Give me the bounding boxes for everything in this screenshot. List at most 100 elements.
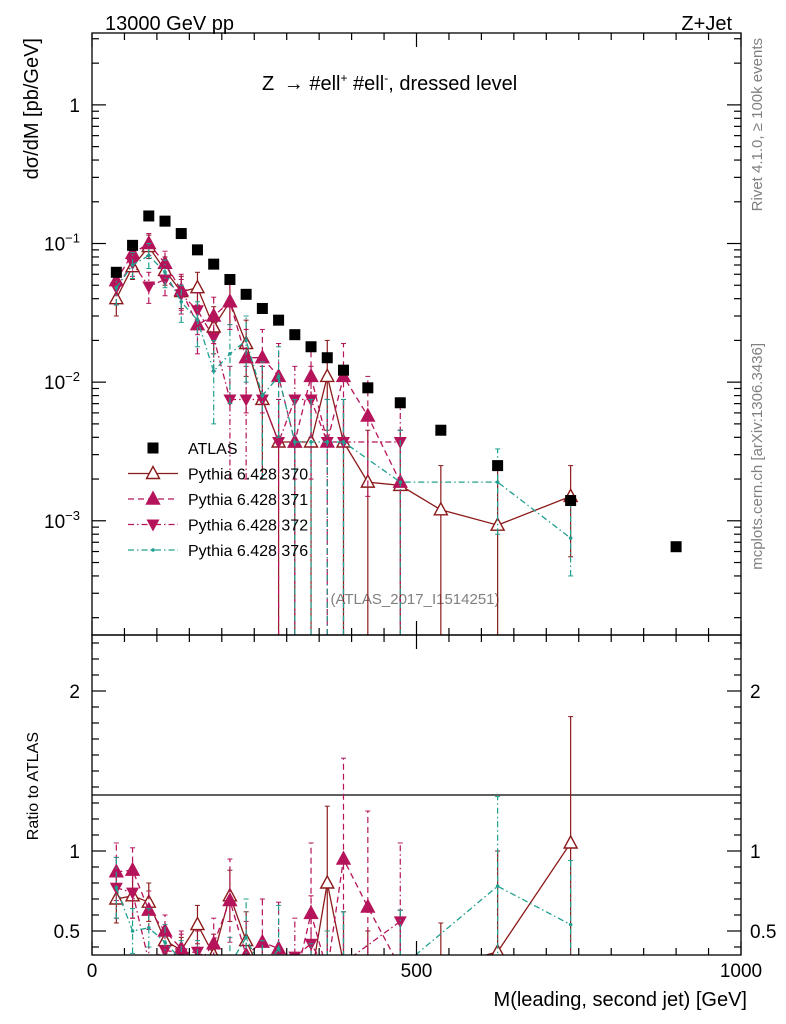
- ratio-y-tick-label: 2: [69, 682, 80, 703]
- header-left: 13000 GeV pp: [105, 13, 234, 35]
- header-right: Z+Jet: [681, 13, 732, 35]
- ratio-y-tick-label: 0.5: [54, 922, 80, 943]
- y-tick-label: 10−1: [44, 231, 80, 256]
- legend-entry: ATLAS: [147, 441, 238, 458]
- data-point: [207, 332, 221, 345]
- data-point: [276, 946, 281, 951]
- data-point: [130, 929, 135, 933]
- data-point: [305, 972, 318, 984]
- data-point: [288, 977, 301, 989]
- x-tick-label: 0: [87, 961, 98, 982]
- legend-marker: [146, 519, 160, 532]
- data-point: [159, 215, 171, 227]
- data-point: [568, 922, 573, 927]
- series-line: [116, 887, 401, 955]
- data-point: [222, 892, 238, 907]
- data-point: [256, 302, 268, 314]
- legend-entry: Pythia 6.428 372: [128, 518, 308, 535]
- data-point: [495, 884, 500, 888]
- data-point: [260, 393, 265, 398]
- data-point: [208, 258, 220, 270]
- data-point: [398, 480, 403, 484]
- data-point: [309, 977, 313, 981]
- data-point: [288, 951, 302, 955]
- legend: ATLAS Pythia 6.428 370 Pythia 6.428 371 Pyt…: [128, 441, 308, 560]
- data-point: [241, 946, 251, 955]
- data-point: [130, 263, 135, 267]
- data-point: [360, 407, 376, 422]
- data-point: [158, 274, 172, 287]
- data-point: [179, 958, 183, 962]
- legend-marker: [145, 490, 161, 505]
- data-point: [256, 971, 269, 983]
- data-point: [321, 964, 334, 976]
- legend-label: Pythia 6.428 372: [188, 518, 308, 535]
- data-point: [394, 397, 406, 409]
- data-point: [393, 916, 407, 929]
- series-atlas: [110, 210, 682, 553]
- series-line: [116, 856, 395, 955]
- data-point: [141, 235, 157, 250]
- data-point: [228, 352, 232, 356]
- x-tick-label: 1000: [720, 961, 762, 982]
- main-ylabel: dσ/dM [pb/GeV]: [21, 38, 43, 179]
- data-point: [142, 281, 156, 294]
- data-point: [223, 984, 236, 996]
- data-point: [495, 480, 500, 484]
- data-point: [163, 270, 167, 275]
- y-tick-label: 1: [69, 96, 80, 117]
- data-point: [239, 394, 253, 407]
- series-pythia-6-428-371: [108, 233, 408, 635]
- analysis-watermark: (ATLAS_2017_I1514251): [330, 591, 499, 608]
- data-point: [224, 274, 236, 286]
- ratio-series-pythia-6-428-371: [108, 757, 403, 976]
- series-line: [115, 262, 401, 444]
- data-point: [254, 349, 271, 364]
- ratio-series-pythia-6-428-372: [109, 842, 407, 997]
- data-point: [362, 382, 374, 394]
- data-point: [211, 369, 216, 373]
- data-point: [142, 956, 155, 968]
- y-tick-label: 10−3: [44, 508, 80, 533]
- data-point: [146, 253, 151, 258]
- data-point: [191, 958, 204, 970]
- data-point: [175, 228, 187, 240]
- data-point: [361, 972, 374, 984]
- data-point: [244, 338, 248, 343]
- data-point: [163, 940, 167, 944]
- axes: 0 500 1000 1 10−1 10−2 10−3 0.5 0.5 1 1 2 2: [44, 33, 776, 982]
- data-point: [276, 374, 281, 379]
- data-point: [325, 440, 330, 444]
- data-point: [261, 971, 265, 975]
- data-point: [196, 960, 200, 964]
- data-point: [319, 874, 335, 889]
- data-point: [319, 367, 335, 383]
- data-point: [435, 424, 447, 436]
- data-point: [342, 961, 346, 965]
- ratio-y-tick-label-right: 0.5: [750, 922, 776, 943]
- data-point: [562, 834, 579, 849]
- ratio-y-tick-label-right: 2: [750, 682, 761, 703]
- data-point: [568, 536, 573, 540]
- data-point: [126, 887, 140, 900]
- data-point: [179, 299, 184, 304]
- legend-marker: [147, 442, 159, 454]
- data-point: [272, 985, 285, 997]
- x-tick-label: 500: [401, 961, 433, 982]
- data-point: [207, 958, 220, 970]
- data-point: [337, 958, 350, 970]
- data-point: [272, 983, 285, 995]
- data-point: [289, 329, 301, 341]
- data-point: [433, 501, 449, 516]
- data-point: [127, 239, 139, 251]
- data-point: [212, 982, 216, 986]
- data-point: [143, 210, 155, 222]
- legend-label: Pythia 6.428 376: [188, 543, 308, 560]
- data-point: [335, 850, 352, 865]
- data-point: [190, 305, 204, 318]
- data-point: [272, 437, 286, 450]
- data-point: [304, 938, 318, 951]
- legend-entry: Pythia 6.428 371: [128, 490, 308, 509]
- data-point: [256, 969, 269, 981]
- legend-entry: Pythia 6.428 376: [128, 543, 308, 560]
